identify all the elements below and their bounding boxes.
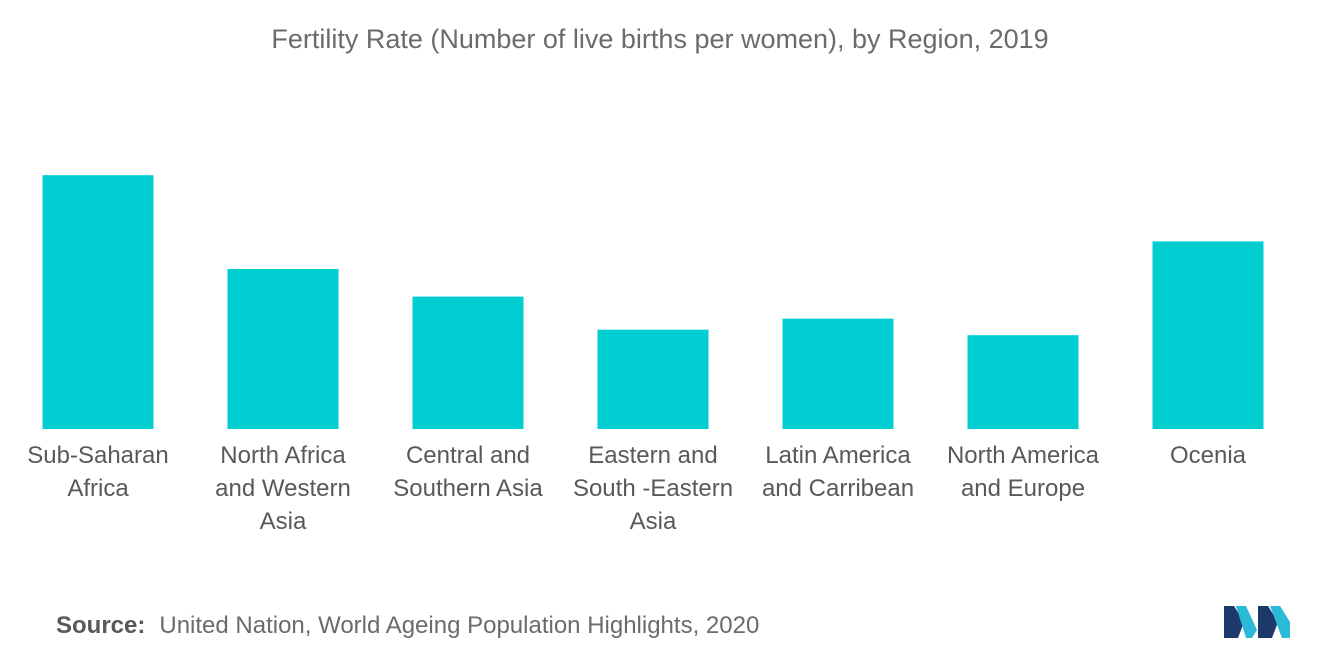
- category-label-line: Eastern and: [588, 442, 717, 469]
- category-label-line: Latin America: [765, 442, 911, 469]
- category-label-3: Eastern and South -Eastern Asia: [573, 442, 733, 535]
- category-label-2: Central and Southern Asia: [393, 442, 543, 502]
- category-labels-group: Sub-Saharan Africa North Africa and Western…: [27, 442, 1246, 535]
- category-label-line: and Carribean: [762, 475, 914, 502]
- bar-5: [967, 335, 1079, 429]
- category-label-line: and Europe: [961, 475, 1085, 502]
- source-label: Source:: [56, 612, 146, 639]
- logo-right-bar: [1270, 606, 1290, 638]
- category-label-line: Central and: [406, 442, 530, 469]
- bar-6: [1152, 241, 1264, 429]
- source-text: United Nation, World Ageing Population H…: [159, 612, 760, 639]
- bars-group: [42, 175, 1264, 429]
- bar-1: [227, 268, 339, 429]
- category-label-1: North Africa and Western Asia: [215, 442, 351, 535]
- category-label-0: Sub-Saharan Africa: [27, 442, 168, 502]
- category-label-line: Sub-Saharan: [27, 442, 168, 469]
- category-label-line: South -Eastern: [573, 475, 733, 502]
- category-label-line: North America: [947, 442, 1100, 469]
- category-label-line: Southern Asia: [393, 475, 543, 502]
- logo-mid-left: [1236, 606, 1257, 638]
- source-note: Source: United Nation, World Ageing Popul…: [56, 612, 759, 640]
- category-label-line: Asia: [260, 508, 307, 535]
- category-label-line: Africa: [67, 475, 129, 502]
- category-label-4: Latin America and Carribean: [762, 442, 914, 502]
- category-label-line: Ocenia: [1170, 442, 1247, 469]
- bar-3: [597, 329, 709, 429]
- category-label-5: North America and Europe: [947, 442, 1100, 502]
- mordor-intelligence-logo-icon: [1224, 606, 1290, 638]
- category-label-6: Ocenia: [1170, 442, 1247, 469]
- bar-4: [782, 318, 894, 429]
- chart-title: Fertility Rate (Number of live births pe…: [271, 24, 1049, 54]
- category-label-line: Asia: [630, 508, 677, 535]
- category-label-line: and Western: [215, 475, 351, 502]
- bar-2: [412, 296, 524, 429]
- bar-0: [42, 175, 154, 429]
- category-label-line: North Africa: [220, 442, 346, 469]
